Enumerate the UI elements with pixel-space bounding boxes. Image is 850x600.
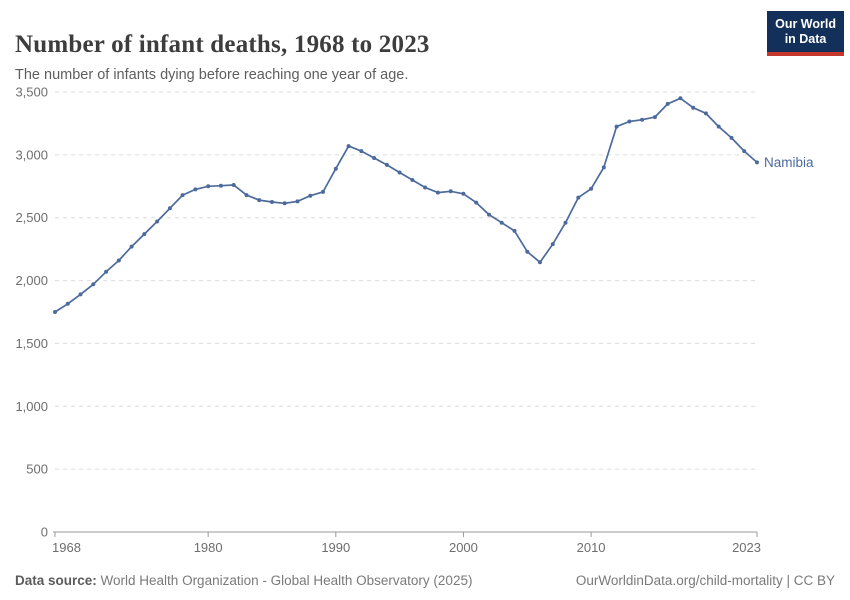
data-point[interactable] <box>461 191 466 196</box>
y-axis-label: 2,000 <box>15 273 48 288</box>
data-point[interactable] <box>65 301 70 306</box>
owid-logo-line2: in Data <box>784 32 827 47</box>
data-point[interactable] <box>550 242 555 247</box>
data-point[interactable] <box>525 249 530 254</box>
data-point[interactable] <box>487 212 491 217</box>
data-point[interactable] <box>512 228 517 233</box>
data-point[interactable] <box>742 149 747 154</box>
data-point[interactable] <box>257 198 262 203</box>
data-point[interactable] <box>346 144 351 149</box>
y-axis-label: 3,500 <box>15 85 48 100</box>
data-point[interactable] <box>601 165 606 170</box>
data-point[interactable] <box>665 101 670 106</box>
trend-line[interactable] <box>54 97 758 313</box>
data-point[interactable] <box>678 96 683 101</box>
data-point[interactable] <box>423 185 428 190</box>
x-axis-label: 1990 <box>321 540 350 555</box>
data-point[interactable] <box>308 193 313 198</box>
data-point[interactable] <box>116 258 121 263</box>
y-axis-label: 1,500 <box>15 336 48 351</box>
y-axis-label: 3,000 <box>15 147 48 162</box>
data-point[interactable] <box>270 200 274 204</box>
data-source: Data source: World Health Organization -… <box>15 573 472 588</box>
data-point[interactable] <box>231 183 236 187</box>
data-point[interactable] <box>142 232 147 237</box>
data-point[interactable] <box>538 260 542 265</box>
data-point[interactable] <box>435 190 440 195</box>
data-source-label: Data source: <box>15 573 97 588</box>
data-point[interactable] <box>295 199 300 204</box>
data-point[interactable] <box>91 282 96 287</box>
data-point[interactable] <box>155 219 160 224</box>
owid-logo[interactable]: Our World in Data <box>767 11 844 56</box>
data-point[interactable] <box>359 149 364 154</box>
entity-label-namibia[interactable]: Namibia <box>764 155 814 170</box>
owid-url-license[interactable]: OurWorldinData.org/child-mortality | CC … <box>575 573 835 588</box>
data-point[interactable] <box>372 156 377 160</box>
data-point[interactable] <box>499 220 504 225</box>
data-point[interactable] <box>333 166 338 171</box>
x-axis-label: 1968 <box>52 540 81 555</box>
data-point[interactable] <box>563 220 568 225</box>
data-point[interactable] <box>397 170 402 175</box>
data-point[interactable] <box>384 162 389 167</box>
chart-subtitle: The number of infants dying before reach… <box>15 66 409 83</box>
data-point[interactable] <box>193 187 198 192</box>
data-point[interactable] <box>627 119 632 124</box>
y-axis-label: 0 <box>41 525 48 540</box>
owid-logo-line1: Our World <box>775 17 836 31</box>
data-point[interactable] <box>244 193 249 198</box>
data-source-text: World Health Organization - Global Healt… <box>96 573 473 588</box>
data-point[interactable] <box>755 160 759 165</box>
data-point[interactable] <box>218 183 223 188</box>
x-axis-label: 2010 <box>577 540 606 555</box>
data-point[interactable] <box>576 195 581 200</box>
data-point[interactable] <box>53 310 57 314</box>
data-point[interactable] <box>282 201 287 206</box>
data-point[interactable] <box>589 186 594 191</box>
data-point[interactable] <box>703 111 708 116</box>
data-point[interactable] <box>167 206 172 211</box>
data-point[interactable] <box>614 124 619 129</box>
data-point[interactable] <box>206 184 211 189</box>
data-point[interactable] <box>691 105 696 110</box>
data-point[interactable] <box>474 200 479 205</box>
data-point[interactable] <box>78 292 83 297</box>
data-point[interactable] <box>104 269 109 274</box>
data-point[interactable] <box>410 178 415 182</box>
chart-footer: Data source: World Health Organization -… <box>15 573 835 588</box>
x-axis-label: 2000 <box>449 540 478 555</box>
data-point[interactable] <box>652 115 657 120</box>
x-axis-label: 2023 <box>732 540 761 555</box>
y-axis-label: 500 <box>26 462 48 477</box>
page-title: Number of infant deaths, 1968 to 2023 <box>15 30 430 58</box>
data-point[interactable] <box>321 189 325 194</box>
data-point[interactable] <box>640 117 645 122</box>
data-point[interactable] <box>180 193 185 198</box>
data-point[interactable] <box>716 124 721 129</box>
x-axis-label: 1980 <box>194 540 223 555</box>
data-point[interactable] <box>448 189 453 194</box>
data-point[interactable] <box>129 244 134 249</box>
y-axis-label: 2,500 <box>15 210 48 225</box>
data-point[interactable] <box>729 135 734 140</box>
y-axis-label: 1,000 <box>15 399 48 414</box>
